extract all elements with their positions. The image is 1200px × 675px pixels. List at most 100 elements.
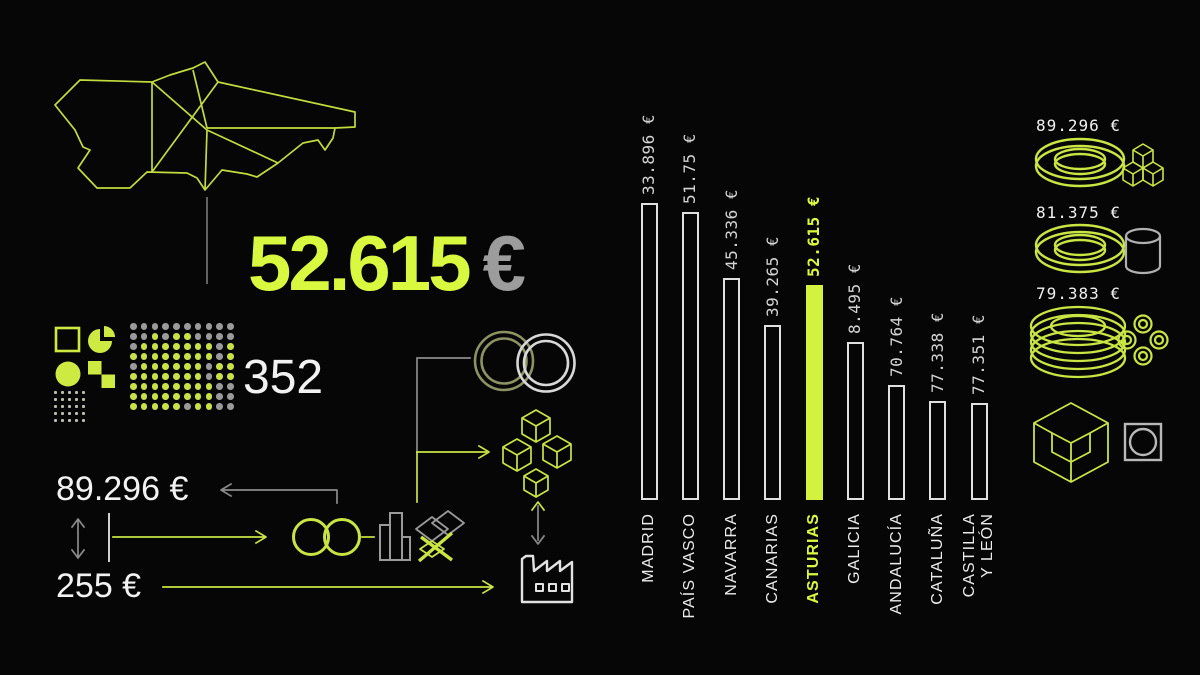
mini-dot bbox=[75, 405, 79, 409]
shape-cluster bbox=[54, 326, 115, 388]
green-dot bbox=[162, 343, 169, 350]
chart-bar bbox=[764, 325, 782, 500]
green-dot bbox=[173, 393, 180, 400]
iso-ring-icon-1 bbox=[1034, 137, 1126, 188]
green-dot bbox=[151, 333, 159, 340]
chart-bar-highlight bbox=[805, 285, 823, 500]
up-down-arrow-icon bbox=[70, 518, 86, 559]
gray-dot bbox=[173, 323, 180, 330]
headline-currency: € bbox=[482, 219, 526, 307]
arrow-to-upper-value bbox=[220, 482, 338, 504]
dot-matrix bbox=[130, 323, 240, 415]
mini-dot bbox=[75, 412, 79, 416]
green-dot bbox=[140, 343, 148, 350]
green-dot bbox=[151, 403, 159, 410]
green-dot bbox=[205, 353, 213, 360]
bar-category-label: CATALUÑA bbox=[928, 513, 946, 605]
green-dot bbox=[173, 403, 180, 410]
bar-category-label: MADRID bbox=[640, 513, 657, 583]
gray-dot bbox=[194, 333, 202, 340]
green-dot bbox=[227, 343, 234, 350]
mini-dot bbox=[68, 398, 72, 402]
gray-dot bbox=[184, 323, 191, 330]
green-dot bbox=[184, 383, 191, 390]
bar-category-label: CASTILLA Y LEÓN bbox=[961, 513, 996, 598]
cubes-factory-arrow-icon bbox=[530, 501, 546, 545]
green-dot bbox=[227, 363, 234, 370]
gray-dot bbox=[216, 343, 223, 350]
overlapping-rings-icon bbox=[473, 330, 576, 393]
gray-dot bbox=[216, 333, 223, 340]
green-dot bbox=[205, 343, 213, 350]
mini-dot bbox=[75, 398, 79, 402]
green-dot bbox=[194, 353, 202, 360]
green-dot bbox=[184, 373, 191, 380]
cube-cluster-icon bbox=[502, 409, 572, 498]
green-dot bbox=[184, 353, 191, 360]
x-ribbon-icon bbox=[415, 510, 465, 563]
mini-dot-grid bbox=[54, 391, 88, 423]
green-dot bbox=[130, 403, 137, 410]
green-dot bbox=[140, 393, 148, 400]
gray-dot bbox=[130, 323, 137, 330]
factory-icon bbox=[520, 554, 574, 604]
green-dot bbox=[173, 353, 180, 360]
green-dot bbox=[151, 363, 159, 370]
bar-category-label: GALICIA bbox=[846, 513, 864, 584]
green-dot bbox=[194, 363, 202, 370]
cylinder-icon bbox=[1124, 227, 1162, 275]
interlocked-rings-icon bbox=[292, 518, 361, 556]
green-dot bbox=[130, 383, 137, 390]
arrow-to-factory bbox=[162, 579, 494, 595]
mini-dot bbox=[82, 419, 86, 423]
green-dot bbox=[151, 343, 159, 350]
mini-dot bbox=[82, 391, 86, 395]
mini-dot bbox=[54, 419, 58, 423]
green-dot bbox=[184, 393, 191, 400]
gray-dot bbox=[162, 323, 169, 330]
green-dot bbox=[173, 333, 180, 340]
mini-dot bbox=[54, 398, 58, 402]
gray-dot bbox=[227, 393, 234, 400]
right-item-value-3: 79.383 € bbox=[1036, 284, 1122, 303]
green-dot bbox=[194, 343, 202, 350]
green-dot bbox=[140, 383, 148, 390]
gray-dot bbox=[227, 403, 234, 410]
gray-dot bbox=[205, 363, 213, 370]
gray-dot bbox=[227, 333, 234, 340]
green-dot bbox=[130, 353, 137, 360]
gray-dot bbox=[162, 333, 169, 340]
mini-dot bbox=[82, 398, 86, 402]
mini-dot bbox=[75, 419, 79, 423]
mini-dot bbox=[61, 412, 65, 416]
headline-value: 52.615 € bbox=[248, 218, 526, 309]
green-dot bbox=[140, 373, 148, 380]
iso-coil-icon bbox=[1029, 305, 1127, 379]
green-dot bbox=[194, 393, 202, 400]
green-dot bbox=[205, 403, 213, 410]
mini-dot bbox=[68, 391, 72, 395]
mini-dot bbox=[68, 419, 72, 423]
bar-value-label: 8.495 € bbox=[845, 263, 865, 334]
mini-dot bbox=[61, 391, 65, 395]
green-dot bbox=[130, 373, 137, 380]
green-dot bbox=[216, 373, 223, 380]
bar-value-label: 77.338 € bbox=[927, 311, 947, 393]
square-circle-icon bbox=[1123, 422, 1163, 462]
chart-bar bbox=[846, 342, 864, 500]
bar-value-label: 77.351 € bbox=[969, 313, 988, 395]
green-dot bbox=[194, 373, 202, 380]
pacman-icon bbox=[88, 326, 115, 353]
gray-dot bbox=[216, 323, 223, 330]
iso-open-box-icon bbox=[1033, 402, 1109, 483]
bar-category-label: PAÍS VASCO bbox=[681, 513, 699, 619]
lower-left-value: 255 € bbox=[56, 567, 142, 605]
green-dot bbox=[162, 373, 169, 380]
green-dot bbox=[173, 383, 180, 390]
bar-value-label: 52.615 € bbox=[804, 195, 823, 277]
mini-dot bbox=[82, 405, 86, 409]
iso-ring-icon-2 bbox=[1034, 223, 1126, 274]
green-dot bbox=[216, 363, 223, 370]
